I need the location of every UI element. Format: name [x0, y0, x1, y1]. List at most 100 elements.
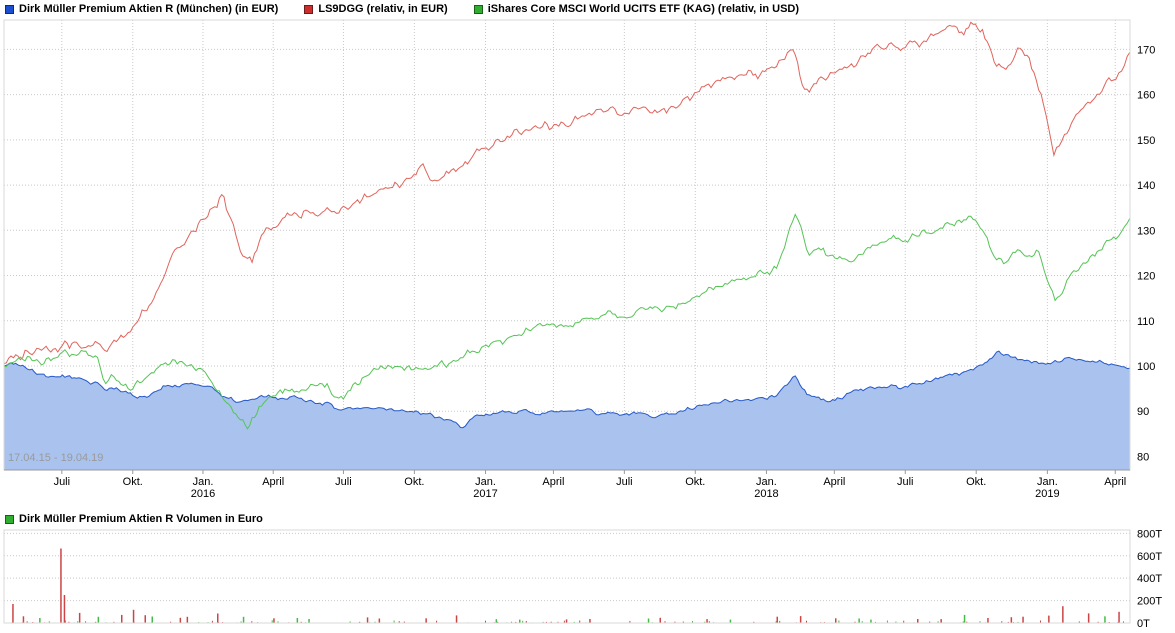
vol-y-axis-label: 200T [1137, 596, 1162, 608]
volume-spike-bar [366, 617, 369, 623]
volume-spike-bar [963, 614, 966, 623]
volume-spike-bar [858, 618, 860, 623]
x-axis-month-label: Juli [335, 476, 352, 488]
volume-spike-bar [940, 619, 942, 623]
volume-bar [522, 620, 524, 623]
volume-bar [854, 621, 856, 623]
y-axis-label: 90 [1137, 406, 1149, 418]
volume-bar [271, 620, 273, 623]
volume-spike-bar [273, 618, 275, 623]
volume-bar [393, 620, 395, 623]
x-axis-month-label: Juli [54, 476, 71, 488]
volume-bar [682, 621, 684, 623]
volume-bar [704, 621, 706, 623]
volume-bar [497, 621, 499, 623]
volume-spike-bar [659, 617, 661, 623]
volume-bar [966, 621, 968, 623]
volume-spike-bar [495, 619, 498, 623]
volume-spike-bar [776, 616, 778, 623]
volume-spike-bar [151, 616, 153, 623]
volume-bar [1007, 621, 1009, 623]
legend-label-ls9dgg: LS9DGG (relativ, in EUR) [318, 3, 448, 15]
volume-bar [542, 621, 544, 623]
volume-bar [861, 621, 863, 623]
volume-bar [374, 621, 376, 623]
y-axis-label: 110 [1137, 316, 1155, 328]
volume-bar [545, 621, 547, 623]
volume-bar [838, 620, 840, 623]
volume-bar [359, 621, 361, 623]
volume-spike-bar [39, 618, 41, 623]
volume-chart-canvas: 0T 200T 400T 600T 800T [3, 528, 1162, 630]
volume-bar [1123, 621, 1124, 623]
volume-spike-bar [179, 617, 182, 623]
volume-spike-bar [186, 616, 189, 623]
volume-spike-bar [12, 604, 14, 623]
volume-bar [875, 621, 876, 623]
volume-spike-bar [1087, 613, 1090, 623]
legend-label-ishares-msci-world: iShares Core MSCI World UCITS ETF (KAG) … [487, 3, 800, 15]
legend-item-volume: Dirk Müller Premium Aktien R Volumen in … [5, 513, 263, 525]
x-axis-month-label: Okt. [404, 476, 424, 488]
volume-bar [511, 621, 512, 623]
volume-spike-bar [987, 618, 989, 623]
volume-chart-legend: Dirk Müller Premium Aktien R Volumen in … [5, 513, 263, 525]
volume-bar [436, 620, 438, 623]
vol-y-axis-label: 800T [1137, 528, 1162, 540]
volume-bar [579, 620, 581, 623]
volume-bar [1001, 621, 1003, 623]
vol-y-axis-label: 0T [1137, 618, 1150, 630]
x-axis-year-label: 2019 [1035, 488, 1059, 500]
volume-swatch-icon [5, 514, 14, 524]
volume-spike-bar [132, 609, 135, 623]
volume-bar [26, 621, 28, 623]
volume-bar [692, 621, 693, 623]
series-area-dirk-mueller-fund [4, 351, 1130, 470]
y-axis-label: 80 [1137, 451, 1149, 463]
volume-bar [525, 621, 527, 623]
volume-bar [95, 621, 97, 623]
green-series-swatch-icon [473, 4, 483, 14]
volume-bar [753, 621, 755, 623]
volume-spike-bar [799, 616, 802, 623]
y-axis-label: 160 [1137, 90, 1155, 102]
x-axis-month-label: Jan. [193, 476, 214, 488]
volume-bar [806, 620, 807, 623]
x-axis-month-label: Jan. [475, 476, 496, 488]
volume-spike-bar [217, 613, 219, 623]
x-axis-year-label: 2016 [191, 488, 215, 500]
volume-spike-bar [378, 618, 381, 623]
volume-bar [937, 621, 939, 623]
volume-spike-bar [60, 548, 62, 623]
blue-series-swatch-icon [5, 4, 14, 14]
volume-bar [573, 621, 575, 623]
volume-bar [403, 621, 405, 623]
volume-spike-bar [589, 619, 591, 623]
price-chart-canvas: 80 90 100 110 120 130 140 150 160 170 Juli Okt. Jan.… [3, 19, 1155, 500]
volume-spike-bar [1022, 616, 1024, 623]
y-axis-label: 140 [1137, 180, 1155, 192]
x-axis-month-label: Juli [616, 476, 633, 488]
volume-bar [629, 620, 631, 623]
vol-plot-frame [3, 529, 1131, 624]
volume-bar [903, 620, 905, 623]
y-axis-label: 120 [1137, 271, 1155, 283]
legend-label-volume: Dirk Müller Premium Aktien R Volumen in … [19, 513, 263, 525]
x-axis-month-label: April [1104, 476, 1126, 488]
legend-item-dirk-mueller-fund: Dirk Müller Premium Aktien R (München) (… [5, 3, 278, 15]
volume-bar [962, 621, 964, 623]
series-line-ishares-msci-world [3, 213, 1131, 430]
x-axis-year-label: 2018 [754, 488, 778, 500]
volume-bar [68, 621, 70, 623]
volume-spike-bar [121, 614, 123, 623]
volume-bar [240, 621, 242, 623]
volume-bar [886, 620, 888, 623]
vol-y-axis-label: 600T [1137, 551, 1162, 563]
volume-spike-bar [706, 619, 708, 623]
volume-bar [1078, 621, 1080, 623]
volume-bar [251, 621, 253, 623]
volume-bar [1097, 621, 1099, 623]
legend-item-ishares-msci-world: iShares Core MSCI World UCITS ETF (KAG) … [473, 3, 800, 15]
x-axis-month-label: Juli [897, 476, 914, 488]
x-axis-month-label: Okt. [123, 476, 143, 488]
